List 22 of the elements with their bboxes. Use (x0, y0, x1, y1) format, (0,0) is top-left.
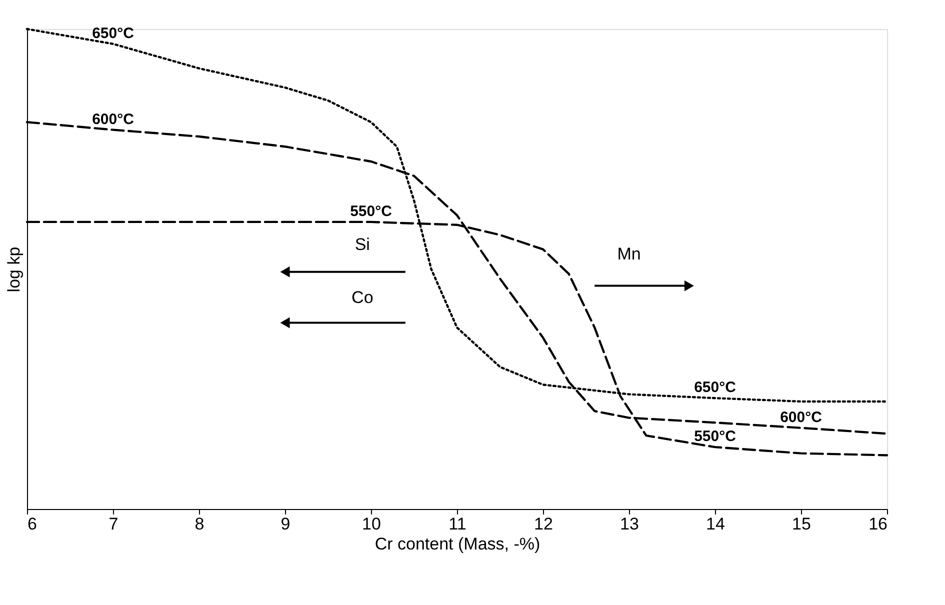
x-tick-label: 9 (280, 514, 290, 534)
x-tick-label: 8 (194, 514, 204, 534)
x-tick-label: 15 (792, 514, 811, 534)
x-tick-label: 12 (534, 514, 553, 534)
text: 550°C (350, 202, 392, 220)
series-label: 600°C (92, 110, 134, 128)
text: 600°C (780, 408, 822, 426)
series-label: 550°C (694, 428, 736, 446)
annotation: Si (354, 235, 370, 254)
x-tick-label: 11 (448, 514, 466, 534)
x-tick-label: 14 (706, 514, 725, 534)
x-tick-label: 7 (108, 514, 118, 534)
x-tick-label: 13 (620, 514, 639, 534)
text: 650°C (92, 24, 134, 42)
x-tick-label: 16 (868, 514, 888, 534)
x-axis-title: Cr content (Mass, -%) (374, 534, 540, 554)
annotation: Mn (617, 244, 641, 264)
annotation: Co (352, 288, 374, 307)
x-tick-label: 6 (28, 514, 37, 534)
x-tick-label: 10 (362, 514, 381, 534)
y-axis-title: log kp (4, 246, 24, 292)
series-label: 650°C (694, 379, 736, 396)
